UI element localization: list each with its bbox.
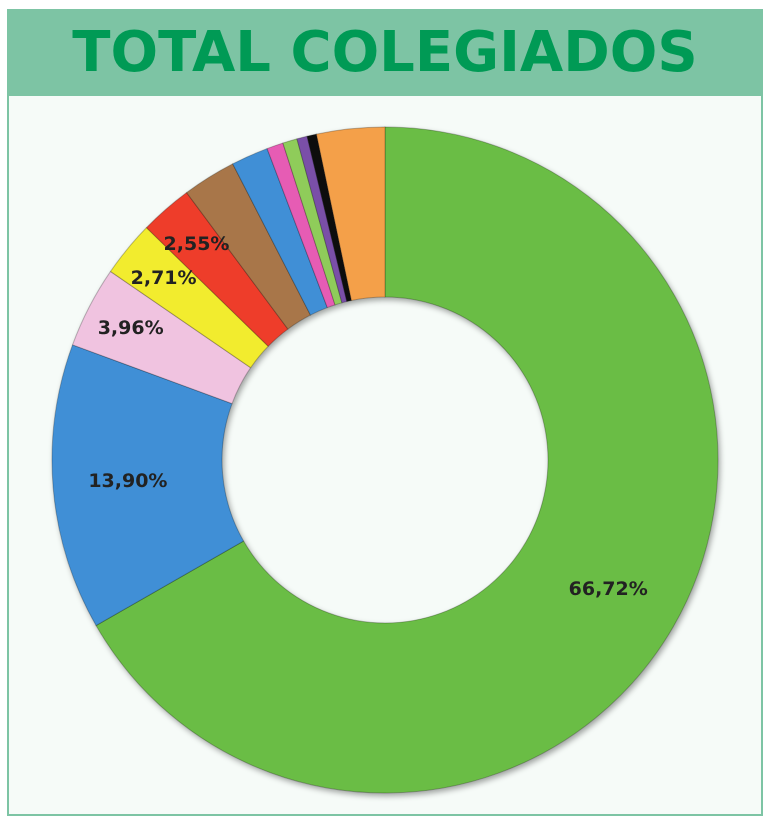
donut-segment: [51, 344, 245, 627]
donut: [51, 126, 719, 794]
header-bar: [8, 10, 762, 96]
donut-segment: [95, 126, 719, 794]
donut-segment: [315, 126, 386, 302]
data-label: 3,96%: [98, 317, 164, 339]
data-label: 13,90%: [88, 470, 167, 492]
data-label: 2,71%: [131, 267, 197, 289]
chart-title: TOTAL COLEGIADOS: [72, 20, 697, 85]
data-label: 66,72%: [569, 578, 648, 600]
data-label: 2,55%: [164, 233, 230, 255]
